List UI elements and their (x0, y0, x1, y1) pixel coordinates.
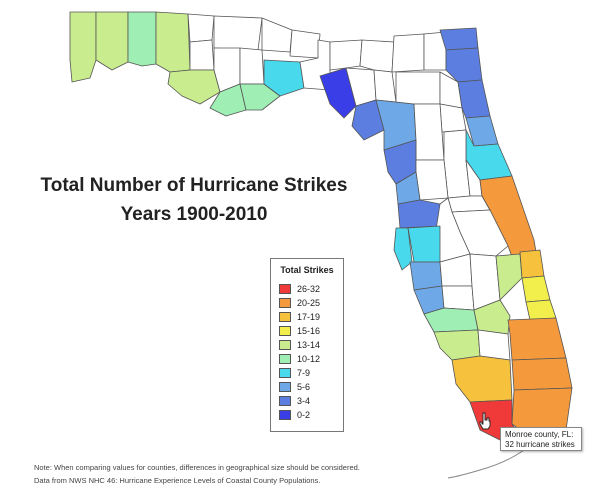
county-tooltip: Monroe county, FL: 32 hurricane strikes (500, 427, 582, 451)
county-washington (189, 39, 215, 71)
map-title: Total Number of Hurricane Strikes (40, 175, 348, 196)
hand-cursor-icon (479, 412, 491, 430)
legend-item: 0-2 (279, 409, 310, 420)
county-okaloosa[interactable] (127, 11, 157, 67)
county-pasco[interactable] (397, 199, 441, 229)
county-gadsden (261, 17, 293, 53)
county-suwannee (359, 39, 395, 73)
county-pinellas[interactable] (393, 227, 413, 271)
county-bay[interactable] (167, 69, 221, 105)
county-putnam (439, 103, 467, 133)
county-escambia[interactable] (69, 11, 97, 83)
county-columbia (391, 33, 425, 73)
county-hillsborough[interactable] (407, 225, 441, 263)
legend-swatch (279, 283, 291, 294)
legend-swatch (279, 353, 291, 364)
county-desoto (441, 285, 475, 311)
county-marion (413, 103, 445, 161)
legend-item: 5-6 (279, 381, 310, 392)
legend-label: 26-32 (297, 283, 321, 294)
county-holmes (187, 13, 215, 43)
note-text: Note: When comparing values for counties… (34, 463, 360, 472)
legend-item: 20-25 (279, 297, 320, 308)
county-indian-river[interactable] (519, 249, 545, 279)
legend-label: 20-25 (297, 297, 321, 308)
legend-item: 15-16 (279, 325, 320, 336)
legend-label: 7-9 (297, 367, 311, 378)
county-okeechobee[interactable] (495, 253, 523, 301)
legend-item: 17-19 (279, 311, 320, 322)
legend-item: 26-32 (279, 283, 320, 294)
legend-label: 13-14 (297, 339, 321, 350)
legend-item: 13-14 (279, 339, 320, 350)
legend-swatch (279, 339, 291, 350)
county-taylor[interactable] (319, 67, 357, 119)
county-collier[interactable] (451, 355, 513, 403)
legend-label: 15-16 (297, 325, 321, 336)
legend-swatch (279, 395, 291, 406)
legend-label: 5-6 (297, 381, 311, 392)
legend-swatch (279, 311, 291, 322)
county-palm-beach[interactable] (507, 317, 567, 361)
county-hendry (477, 329, 511, 361)
county-dixie[interactable] (351, 99, 385, 141)
county-sumter (415, 159, 449, 201)
legend-swatch (279, 367, 291, 378)
county-nassau[interactable] (439, 27, 479, 51)
county-leon (289, 29, 321, 59)
legend-swatch (279, 325, 291, 336)
legend-swatch (279, 409, 291, 420)
county-santa-rosa[interactable] (95, 11, 129, 71)
legend: Total Strikes 26-32 20-25 17-19 15-16 13… (270, 258, 344, 432)
legend-label: 3-4 (297, 395, 311, 406)
legend-title: Total Strikes (280, 265, 334, 275)
county-gilchrist (373, 69, 397, 103)
county-liberty (239, 47, 265, 85)
county-martin[interactable] (525, 299, 557, 321)
county-broward[interactable] (511, 357, 573, 391)
county-franklin[interactable] (239, 83, 281, 111)
tooltip-county-name: Monroe county, FL: (505, 430, 574, 439)
county-charlotte[interactable] (423, 307, 479, 333)
legend-item: 3-4 (279, 395, 310, 406)
legend-swatch (279, 297, 291, 308)
county-wakulla[interactable] (263, 59, 305, 97)
county-madison (329, 39, 363, 71)
source-text: Data from NWS NHC 46: Hurricane Experien… (34, 476, 321, 485)
tooltip-strike-count: 32 hurricane strikes (505, 440, 575, 449)
legend-item: 7-9 (279, 367, 310, 378)
legend-label: 10-12 (297, 353, 321, 364)
county-lee[interactable] (433, 329, 481, 361)
county-alachua (395, 71, 441, 105)
legend-item: 10-12 (279, 353, 320, 364)
legend-label: 17-19 (297, 311, 321, 322)
legend-swatch (279, 381, 291, 392)
county-jackson (213, 15, 263, 51)
map-subtitle: Years 1900-2010 (120, 204, 268, 225)
county-walton[interactable] (155, 11, 191, 73)
florida-keys (447, 443, 533, 479)
county-manatee[interactable] (409, 261, 443, 291)
legend-label: 0-2 (297, 409, 311, 420)
county-st-lucie[interactable] (521, 275, 551, 303)
county-duval[interactable] (445, 47, 483, 83)
county-gulf[interactable] (209, 83, 247, 117)
